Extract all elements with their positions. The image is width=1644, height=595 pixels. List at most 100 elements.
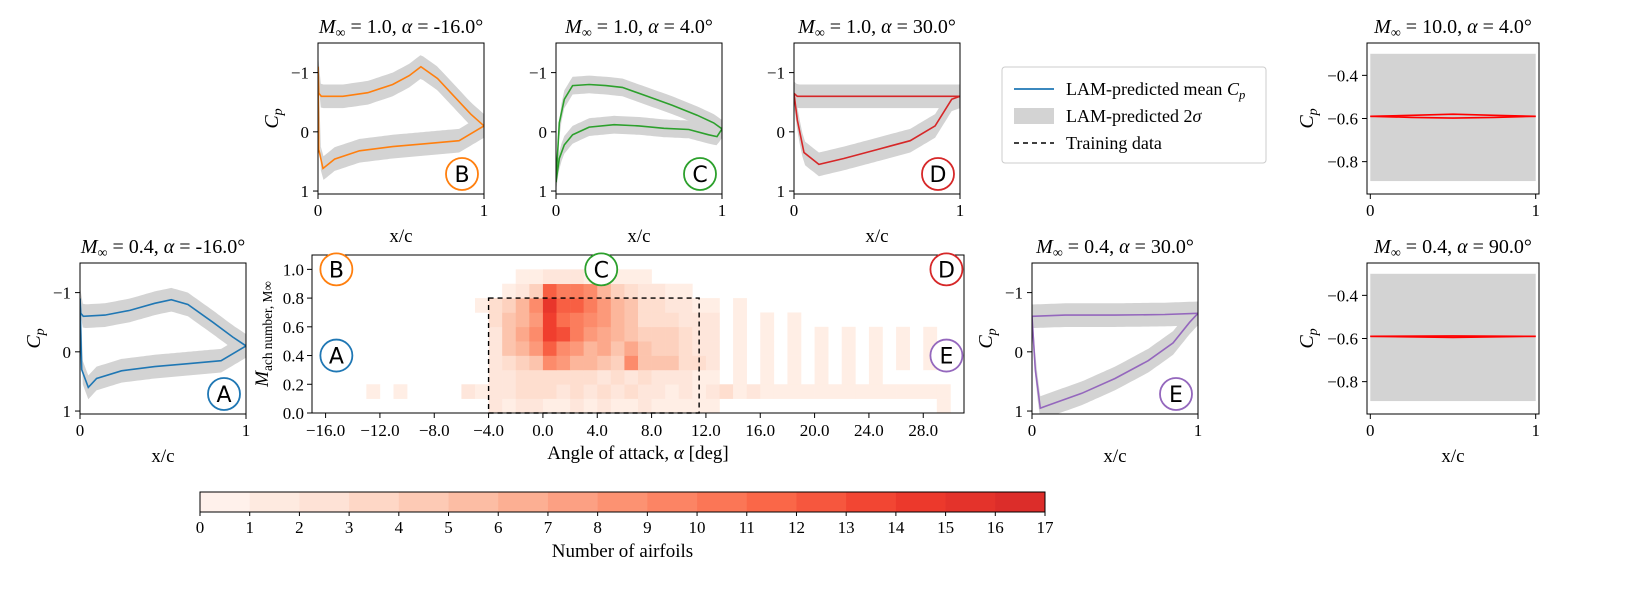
colorbar-segment (299, 492, 350, 512)
cp-curve-upper (1032, 312, 1198, 318)
y-tick-label: −1 (1005, 284, 1023, 303)
legend-swatch-patch (1014, 108, 1054, 124)
heatmap-cell (624, 384, 639, 399)
y-axis-label: Mach number, M∞ (252, 281, 275, 388)
colorbar-segment (647, 492, 698, 512)
heatmap-cell (733, 384, 747, 399)
heatmap-cell (529, 312, 544, 328)
y-tick-label: 0.2 (283, 375, 304, 394)
heatmap-cell (923, 326, 938, 342)
heatmap-cell (787, 326, 802, 342)
y-tick-label: 1 (1015, 402, 1024, 421)
heatmap-cell (542, 298, 557, 313)
heatmap-cell (583, 312, 598, 328)
heatmap-cell (610, 384, 625, 399)
cp-curve-upper (318, 65, 484, 127)
heatmap-cell (760, 384, 775, 399)
cp-band-lower (794, 81, 960, 177)
x-tick-label: 1 (1531, 421, 1540, 440)
heatmap-cell (896, 341, 910, 356)
heatmap-cell (488, 341, 503, 356)
colorbar-segment (895, 492, 946, 512)
heatmap-cell (529, 369, 544, 385)
legend: LAM-predicted mean Cp LAM-predicted 2σ Tra… (1001, 66, 1267, 164)
heatmap-cell (515, 269, 530, 285)
heatmap-cell (488, 384, 503, 399)
heatmap-cell (733, 312, 747, 328)
x-tick-label: 1 (956, 201, 965, 220)
case-marker-label: D (938, 258, 955, 283)
heatmap-cell (475, 384, 489, 399)
heatmap-cell (570, 269, 584, 285)
heatmap-cell (597, 298, 612, 313)
heatmap-cell (597, 355, 612, 371)
heatmap-cell (488, 398, 503, 414)
y-tick-label: 0.6 (283, 318, 304, 337)
y-tick-label: 0.8 (283, 289, 304, 308)
heatmap-cell (529, 269, 544, 285)
heatmap-cell (638, 398, 652, 414)
x-tick-label: 0 (1366, 421, 1375, 440)
x-tick-label: 0 (76, 421, 85, 440)
heatmap-cell (570, 341, 584, 356)
case-marker-label: B (329, 258, 344, 283)
heatmap-cell (529, 283, 544, 299)
heatmap-cell (651, 369, 666, 385)
case-marker-label: E (1169, 383, 1183, 408)
heatmap-cell (638, 298, 652, 313)
heatmap-cell (909, 384, 924, 399)
heatmap-cell (665, 355, 680, 371)
heatmap-cell (597, 326, 612, 342)
x-axis-label: x/c (865, 226, 888, 247)
cp-band-upper (794, 81, 960, 109)
x-tick-label: 4.0 (587, 421, 608, 440)
heatmap-cell (624, 283, 639, 299)
heatmap-cell (556, 398, 571, 414)
cp-curve-upper (556, 83, 722, 183)
heatmap-cell (678, 312, 693, 328)
y-axis-label: Cp (1296, 108, 1321, 128)
x-tick-label: −12.0 (360, 421, 399, 440)
heatmap-cell (529, 398, 544, 414)
heatmap-cell (542, 312, 557, 328)
y-tick-label: −1 (529, 64, 547, 83)
heatmap-cell (923, 384, 938, 399)
x-axis-label: x/c (1103, 446, 1126, 467)
heatmap-cell (583, 341, 598, 356)
case-marker-label: D (930, 163, 947, 188)
heatmap-cell (896, 326, 910, 342)
heatmap-cell (760, 355, 775, 371)
axes-frame (793, 42, 961, 195)
heatmap-cell (651, 283, 666, 299)
heatmap-cell (610, 298, 625, 313)
plot-title: M∞ = 10.0, α = 4.0° (1373, 16, 1532, 41)
heatmap-cell (814, 326, 829, 342)
heatmap-cell (746, 384, 761, 399)
heatmap-cell (570, 384, 584, 399)
colorbar-tick-label: 8 (593, 518, 602, 537)
plot-title: M∞ = 0.4, α = 90.0° (1373, 236, 1532, 261)
y-tick-label: −0.8 (1327, 153, 1358, 172)
heatmap-cell (638, 269, 652, 285)
heatmap-cell (502, 312, 517, 328)
heatmap-cell (583, 355, 598, 371)
heatmap-cell (733, 298, 747, 313)
heatmap-cell (597, 341, 612, 356)
legend-entry-label: LAM-predicted mean Cp (1066, 79, 1245, 102)
heatmap-cell (570, 369, 584, 385)
x-axis-label: x/c (389, 226, 412, 247)
heatmap-cell (760, 312, 775, 328)
heatmap-cell (665, 341, 680, 356)
y-tick-label: −1 (53, 284, 71, 303)
heatmap-cell (570, 355, 584, 371)
cp-curve-lower (318, 66, 484, 170)
heatmap-plot: −16.0 −12.0 −8.0 −4.0 0.0 4.0 8.0 12.0 16.0 20.0 2… (196, 252, 1054, 562)
cp-curve-upper (794, 92, 960, 98)
colorbar-tick-label: 10 (689, 518, 706, 537)
y-tick-label: −0.6 (1327, 330, 1358, 349)
colorbar-segment (746, 492, 797, 512)
heatmap-cell (515, 283, 530, 299)
cp-curve-upper (1370, 113, 1536, 118)
